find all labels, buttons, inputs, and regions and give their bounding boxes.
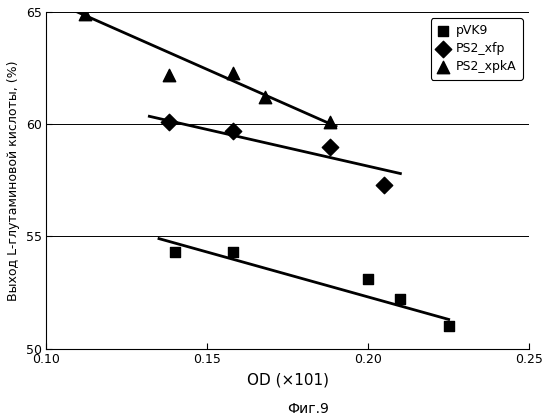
PS2_xpkA	[261, 94, 270, 101]
pVK9	[229, 249, 238, 255]
Legend: pVK9, PS2_xfp, PS2_xpkA: pVK9, PS2_xfp, PS2_xpkA	[431, 18, 523, 80]
pVK9	[170, 249, 179, 255]
PS2_xfp	[164, 118, 173, 125]
PS2_xpkA	[325, 118, 334, 125]
Text: Фиг.9: Фиг.9	[287, 402, 329, 416]
X-axis label: OD (×101): OD (×101)	[247, 372, 329, 387]
PS2_xpkA	[229, 69, 238, 76]
PS2_xpkA	[164, 71, 173, 78]
Y-axis label: Выход L-глутаминовой кислоты, (%): Выход L-глутаминовой кислоты, (%)	[7, 60, 20, 301]
pVK9	[396, 296, 405, 302]
pVK9	[364, 276, 372, 282]
PS2_xfp	[380, 181, 389, 188]
PS2_xfp	[229, 128, 238, 134]
PS2_xfp	[325, 143, 334, 150]
pVK9	[444, 323, 453, 330]
PS2_xpkA	[81, 11, 90, 18]
